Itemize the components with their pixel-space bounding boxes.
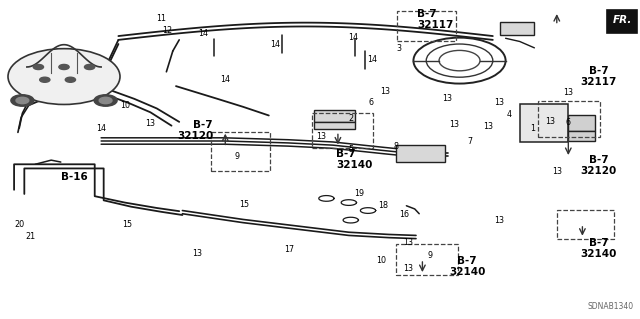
Circle shape xyxy=(11,95,34,106)
Bar xyxy=(312,113,373,148)
Text: 12: 12 xyxy=(163,26,173,35)
Bar xyxy=(397,11,456,41)
Text: 6: 6 xyxy=(369,98,374,107)
Text: B-7
32117: B-7 32117 xyxy=(580,66,616,87)
Text: 13: 13 xyxy=(442,94,452,103)
Text: 1: 1 xyxy=(530,124,535,133)
Text: 14: 14 xyxy=(367,56,378,64)
Text: 21: 21 xyxy=(26,232,36,241)
Bar xyxy=(211,132,270,171)
Text: 17: 17 xyxy=(284,245,294,254)
Text: B-7
32120: B-7 32120 xyxy=(580,155,616,176)
Text: 13: 13 xyxy=(494,216,504,225)
Text: 14: 14 xyxy=(270,40,280,48)
Text: B-7
32140: B-7 32140 xyxy=(580,238,616,259)
Text: SDNAB1340: SDNAB1340 xyxy=(588,302,634,311)
Text: B-7
32140: B-7 32140 xyxy=(336,149,372,170)
Text: 4: 4 xyxy=(506,110,511,119)
Text: 10: 10 xyxy=(120,101,130,110)
Text: 13: 13 xyxy=(552,167,562,176)
Circle shape xyxy=(16,97,29,104)
Text: 18: 18 xyxy=(378,201,388,210)
Bar xyxy=(568,115,595,131)
Text: 15: 15 xyxy=(122,220,132,229)
Text: 7: 7 xyxy=(468,137,473,146)
Circle shape xyxy=(84,64,95,70)
Text: 9: 9 xyxy=(428,251,433,260)
Bar xyxy=(607,10,637,33)
Circle shape xyxy=(94,95,117,106)
Text: 8: 8 xyxy=(393,142,398,151)
Bar xyxy=(520,104,568,142)
Text: 13: 13 xyxy=(192,249,202,258)
Text: 6: 6 xyxy=(566,118,571,127)
Text: 13: 13 xyxy=(145,119,156,128)
Text: 13: 13 xyxy=(449,120,460,129)
Text: 10: 10 xyxy=(376,256,386,265)
Circle shape xyxy=(59,64,69,70)
Text: FR.: FR. xyxy=(612,15,632,25)
Text: 14: 14 xyxy=(96,124,106,133)
Text: 9: 9 xyxy=(234,152,239,161)
Ellipse shape xyxy=(8,48,120,105)
Text: 19: 19 xyxy=(355,189,365,198)
Text: 13: 13 xyxy=(563,88,573,97)
Text: B-7
32140: B-7 32140 xyxy=(449,256,485,277)
Text: 15: 15 xyxy=(239,200,250,209)
Text: 13: 13 xyxy=(403,238,413,247)
Text: 13: 13 xyxy=(494,98,504,107)
Bar xyxy=(538,101,600,137)
Text: 13: 13 xyxy=(380,87,390,96)
Bar xyxy=(396,145,445,162)
Circle shape xyxy=(99,97,112,104)
Bar xyxy=(557,210,614,239)
Circle shape xyxy=(65,77,76,82)
Bar xyxy=(568,131,595,141)
Text: B-7
32120: B-7 32120 xyxy=(177,120,213,141)
Bar xyxy=(314,122,355,129)
Text: 13: 13 xyxy=(545,117,556,126)
Bar xyxy=(396,244,458,275)
Text: 5: 5 xyxy=(348,145,353,154)
Bar xyxy=(314,110,355,122)
Text: 14: 14 xyxy=(198,29,209,38)
Text: 16: 16 xyxy=(399,210,410,219)
Text: 14: 14 xyxy=(220,75,230,84)
Text: B-16: B-16 xyxy=(61,172,88,182)
Text: 2: 2 xyxy=(348,114,353,123)
Circle shape xyxy=(33,64,44,70)
Text: 14: 14 xyxy=(348,33,358,42)
Circle shape xyxy=(40,77,50,82)
Text: 20: 20 xyxy=(14,220,24,229)
Text: 13: 13 xyxy=(403,264,413,273)
Text: B-7
32117: B-7 32117 xyxy=(417,9,454,30)
Text: 3: 3 xyxy=(396,44,401,53)
Text: 13: 13 xyxy=(316,132,326,141)
Text: 13: 13 xyxy=(483,122,493,130)
Bar xyxy=(500,22,534,35)
Text: 11: 11 xyxy=(156,14,166,23)
